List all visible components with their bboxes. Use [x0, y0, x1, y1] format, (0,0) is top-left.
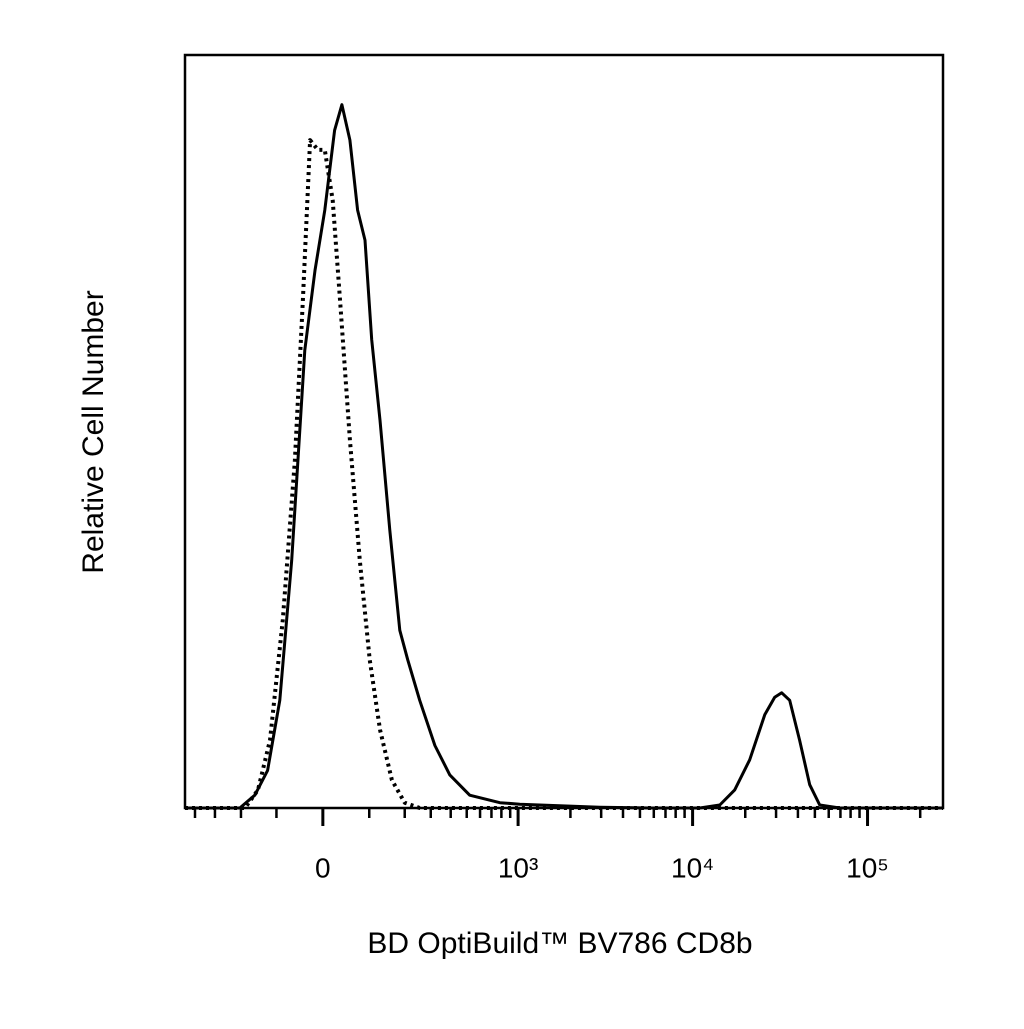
x-tick-label: 0	[315, 852, 331, 883]
histogram-line	[185, 103, 943, 810]
x-axis-label: BD OptiBuild™ BV786 CD8b	[367, 927, 752, 960]
y-axis-label: Relative Cell Number	[77, 290, 110, 573]
histogram-line	[185, 138, 943, 810]
plot-frame	[183, 53, 945, 810]
x-tick-label: 10³	[498, 852, 538, 883]
x-tick-label: 10⁵	[846, 852, 889, 883]
x-tick-label: 10⁴	[671, 852, 714, 883]
